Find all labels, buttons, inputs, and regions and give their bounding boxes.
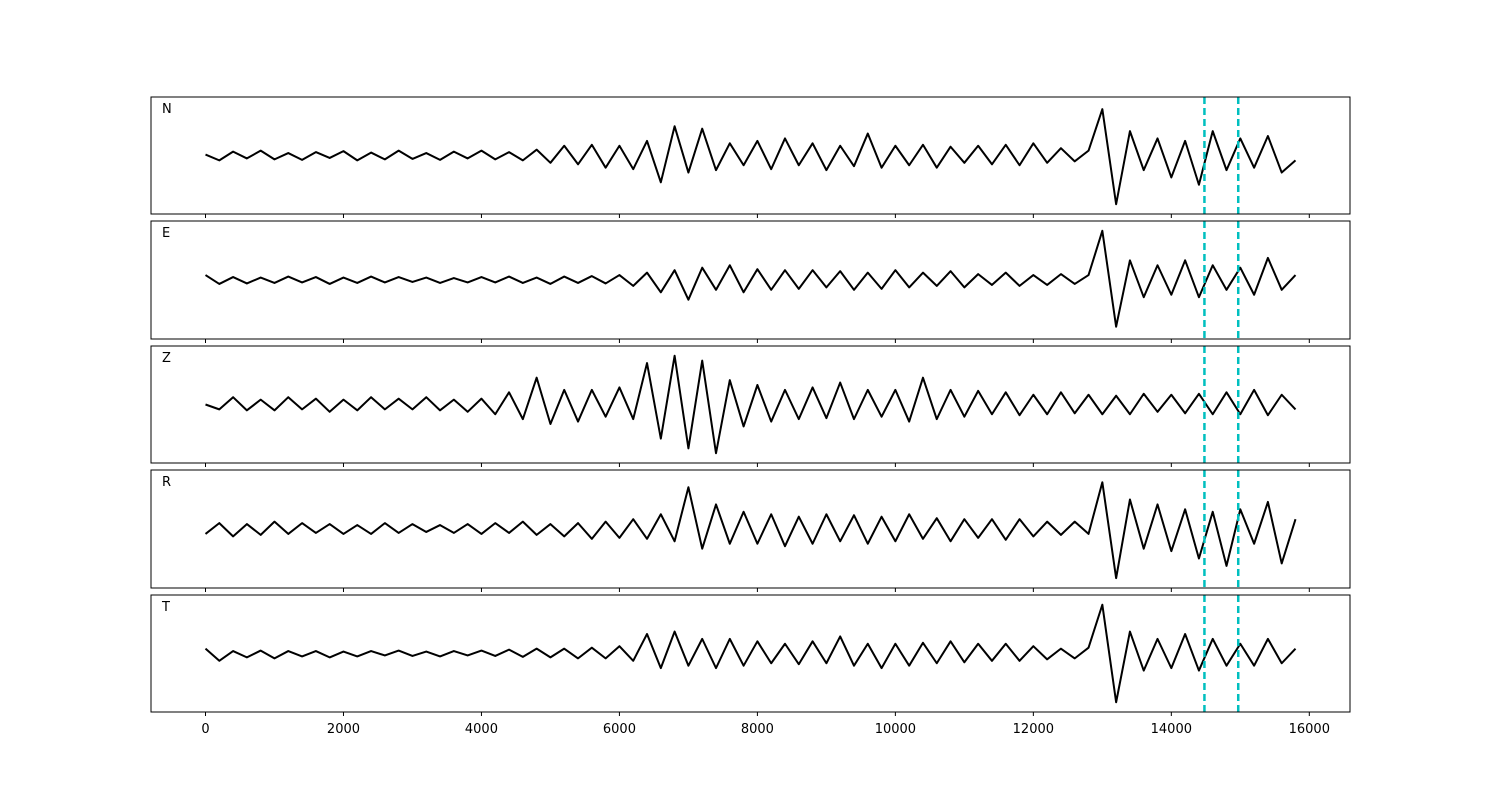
panel-label: T [161, 600, 170, 615]
x-tick-label: 0 [201, 722, 209, 737]
trace [205, 354, 1297, 455]
trace [204, 603, 1297, 704]
panel-frame [150, 345, 1351, 464]
x-tick-label: 4000 [465, 722, 498, 737]
x-tick-label: 10000 [875, 722, 916, 737]
x-tick-label: 14000 [1151, 722, 1192, 737]
trace [205, 108, 1297, 206]
x-tick-label: 2000 [327, 722, 360, 737]
trace [204, 481, 1297, 580]
x-tick-label: 12000 [1013, 722, 1054, 737]
trace [204, 229, 1297, 328]
x-tick-label: 16000 [1289, 722, 1330, 737]
panel-frame [150, 469, 1351, 589]
panel-frame [150, 594, 1351, 713]
panel-frame [150, 220, 1351, 340]
x-tick-label: 6000 [603, 722, 636, 737]
x-tick-label: 8000 [741, 722, 774, 737]
panel-label: N [162, 102, 172, 117]
panel-frame [150, 96, 1351, 215]
panel-label: Z [162, 351, 171, 366]
panel-label: R [162, 475, 171, 490]
panel-label: E [162, 226, 170, 241]
